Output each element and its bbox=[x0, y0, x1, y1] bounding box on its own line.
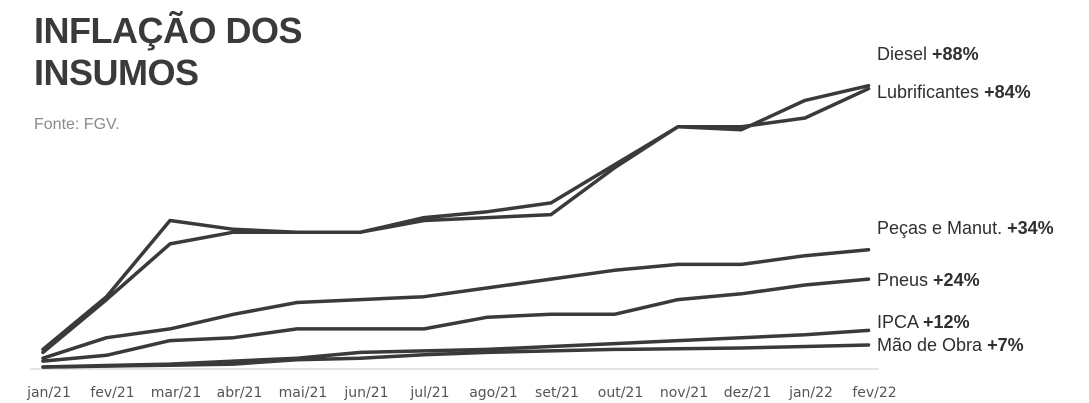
series-label-name: Mão de Obra bbox=[877, 335, 987, 355]
x-tick-label: ago/21 bbox=[469, 385, 518, 401]
series-label-value: +24% bbox=[933, 270, 980, 290]
series-end-labels: Diesel +88% Lubrificantes +84% Peças e Man… bbox=[877, 44, 1054, 355]
chart-source: Fonte: FGV. bbox=[34, 116, 120, 133]
series-label-name: IPCA bbox=[877, 312, 923, 332]
series-label-name: Diesel bbox=[877, 44, 932, 64]
x-tick-label: jan/22 bbox=[788, 385, 833, 401]
series-line-mao-de-obra bbox=[41, 343, 871, 369]
series-line-diesel bbox=[41, 83, 871, 352]
x-tick-label: dez/21 bbox=[724, 385, 771, 401]
series-label-value: +12% bbox=[923, 312, 970, 332]
x-tick-label: out/21 bbox=[598, 385, 643, 401]
series-label-diesel: Diesel +88% bbox=[877, 44, 979, 64]
x-tick-label: abr/21 bbox=[217, 385, 263, 401]
series-line-lubrificantes bbox=[41, 86, 871, 355]
x-tick-label: mar/21 bbox=[151, 385, 202, 401]
series-label-value: +88% bbox=[932, 44, 979, 64]
x-axis-ticks: jan/21 fev/21 mar/21 abr/21 mai/21 jun/21 jul/… bbox=[26, 385, 897, 401]
x-tick-label: fev/21 bbox=[90, 385, 134, 401]
series-label-mao-de-obra: Mão de Obra +7% bbox=[877, 335, 1024, 355]
x-tick-label: nov/21 bbox=[660, 385, 708, 401]
series-line-pneus bbox=[41, 277, 871, 363]
series-label-value: +7% bbox=[987, 335, 1024, 355]
series-label-ipca: IPCA +12% bbox=[877, 312, 970, 332]
series-label-name: Pneus bbox=[877, 270, 933, 290]
x-tick-label: mai/21 bbox=[279, 385, 328, 401]
x-tick-label: fev/22 bbox=[852, 385, 896, 401]
series-line-pecas-e-manut bbox=[41, 248, 871, 360]
chart-title-line-1: INFLAÇÃO DOS bbox=[34, 10, 303, 51]
x-tick-label: jul/21 bbox=[409, 385, 449, 401]
series-label-value: +84% bbox=[984, 82, 1031, 102]
x-tick-label: jan/21 bbox=[26, 385, 71, 401]
series-label-pecas-e-manut: Peças e Manut. +34% bbox=[877, 218, 1054, 238]
series-label-value: +34% bbox=[1007, 218, 1054, 238]
x-tick-label: jun/21 bbox=[343, 385, 388, 401]
chart-title: INFLAÇÃO DOS INSUMOS bbox=[34, 10, 303, 94]
chart-title-line-2: INSUMOS bbox=[34, 52, 199, 93]
series-label-lubrificantes: Lubrificantes +84% bbox=[877, 82, 1031, 102]
x-tick-label: set/21 bbox=[535, 385, 579, 401]
series-label-pneus: Pneus +24% bbox=[877, 270, 980, 290]
series-label-name: Lubrificantes bbox=[877, 82, 984, 102]
series-label-name: Peças e Manut. bbox=[877, 218, 1007, 238]
series-lines bbox=[41, 83, 871, 369]
